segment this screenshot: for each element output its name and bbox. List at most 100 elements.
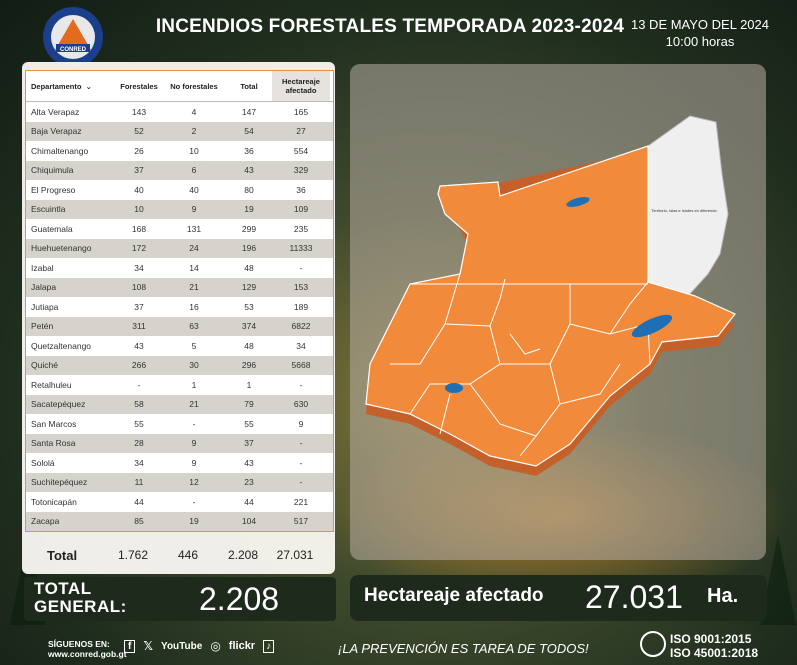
cell-departamento: Alta Verapaz bbox=[31, 106, 80, 117]
sort-icon[interactable]: ⌄ bbox=[85, 81, 92, 91]
cell-departamento: El Progreso bbox=[31, 184, 76, 195]
departments-table: Departamento ⌄ Forestales No forestales … bbox=[25, 70, 334, 532]
cell-departamento: Jalapa bbox=[31, 282, 57, 293]
cell-forestales: 311 bbox=[132, 321, 146, 332]
cell-forestales: 11 bbox=[134, 477, 144, 488]
header-forestales: Forestales bbox=[120, 81, 158, 91]
cell-no-forestales: - bbox=[192, 418, 196, 429]
cell-departamento: San Marcos bbox=[31, 418, 77, 429]
instagram-icon[interactable]: ◎ bbox=[210, 639, 221, 653]
website-link[interactable]: www.conred.gob.gt bbox=[48, 649, 127, 659]
cell-total: 36 bbox=[244, 145, 254, 156]
cell-hectareaje: 34 bbox=[296, 340, 306, 351]
cell-departamento: Santa Rosa bbox=[31, 438, 76, 449]
youtube-icon[interactable]: YouTube bbox=[161, 640, 203, 652]
cell-hectareaje: - bbox=[299, 438, 303, 449]
cell-departamento: Totonicapán bbox=[31, 496, 77, 507]
cell-total: 147 bbox=[241, 106, 257, 117]
cell-hectareaje: 27 bbox=[296, 126, 306, 137]
table-row: Quiché 266 30 296 5668 bbox=[26, 355, 333, 375]
cell-forestales: - bbox=[137, 379, 141, 390]
social-links: f 𝕏 YouTube ◎ flickr ♪ bbox=[124, 639, 275, 653]
table-row: Huehuetenango 172 24 196 11333 bbox=[26, 238, 333, 258]
cell-no-forestales: 1 bbox=[191, 379, 197, 390]
total-general-box: TOTAL GENERAL: 2.208 bbox=[24, 577, 336, 621]
cell-no-forestales: 21 bbox=[189, 282, 199, 293]
facebook-icon[interactable]: f bbox=[124, 639, 136, 653]
cell-forestales: 143 bbox=[131, 106, 147, 117]
cell-no-forestales: - bbox=[192, 496, 196, 507]
table-row: Jalapa 108 21 129 153 bbox=[26, 277, 333, 297]
cell-hectareaje: 221 bbox=[293, 496, 309, 507]
cell-hectareaje: 153 bbox=[293, 282, 309, 293]
cell-departamento: Izabal bbox=[31, 262, 54, 273]
cell-no-forestales: 6 bbox=[191, 165, 197, 176]
cell-hectareaje: 9 bbox=[298, 418, 304, 429]
cell-departamento: Baja Verapaz bbox=[31, 126, 82, 137]
cell-departamento: Zacapa bbox=[31, 516, 60, 527]
table-total-row: Total 1.762 446 2.208 27.031 bbox=[25, 544, 332, 566]
cell-forestales: 52 bbox=[134, 126, 144, 137]
cell-hectareaje: 554 bbox=[293, 145, 309, 156]
hectareaje-value: 27.031 bbox=[585, 579, 683, 615]
hectareaje-label: Hectareaje afectado bbox=[364, 585, 544, 606]
flickr-icon[interactable]: flickr bbox=[228, 640, 256, 652]
department-borders bbox=[390, 273, 651, 457]
cell-hectareaje: 189 bbox=[293, 301, 309, 312]
cell-forestales: 37 bbox=[134, 165, 144, 176]
cell-forestales: 34 bbox=[134, 262, 144, 273]
cell-departamento: Chimaltenango bbox=[31, 145, 89, 156]
cell-hectareaje: - bbox=[299, 477, 303, 488]
table-header: Departamento ⌄ Forestales No forestales … bbox=[26, 71, 333, 102]
belize-area bbox=[647, 115, 729, 297]
cell-no-forestales: 10 bbox=[189, 145, 199, 156]
total-forestales: 1.762 bbox=[117, 548, 149, 562]
cell-no-forestales: 5 bbox=[191, 340, 197, 351]
cell-total: 296 bbox=[241, 360, 257, 371]
cell-forestales: 58 bbox=[134, 399, 144, 410]
header-departamento[interactable]: Departamento ⌄ bbox=[31, 81, 92, 91]
table-row: Jutiapa 37 16 53 189 bbox=[26, 297, 333, 317]
lake-atitlan bbox=[445, 383, 463, 393]
cell-total: 374 bbox=[241, 321, 257, 332]
cell-no-forestales: 4 bbox=[191, 106, 197, 117]
cell-total: 1 bbox=[246, 379, 252, 390]
cell-total: 55 bbox=[244, 418, 254, 429]
table-row: Zacapa 85 19 104 517 bbox=[26, 511, 333, 531]
cell-hectareaje: 165 bbox=[293, 106, 309, 117]
cell-no-forestales: 14 bbox=[189, 262, 199, 273]
cell-total: 129 bbox=[241, 282, 257, 293]
header-total: Total bbox=[240, 81, 258, 91]
cell-departamento: Petén bbox=[31, 321, 54, 332]
cell-forestales: 172 bbox=[131, 243, 147, 254]
cell-total: 104 bbox=[241, 516, 257, 527]
cell-no-forestales: 131 bbox=[186, 223, 202, 234]
lake-peten-itza bbox=[566, 197, 590, 207]
conred-logo: CONRED bbox=[43, 7, 103, 67]
cell-total: 37 bbox=[244, 438, 254, 449]
cell-forestales: 85 bbox=[134, 516, 144, 527]
cell-no-forestales: 9 bbox=[191, 457, 197, 468]
x-icon[interactable]: 𝕏 bbox=[143, 639, 154, 653]
cell-no-forestales: 21 bbox=[189, 399, 199, 410]
cell-no-forestales: 24 bbox=[189, 243, 199, 254]
cell-hectareaje: 235 bbox=[293, 223, 309, 234]
slogan: ¡LA PREVENCIÓN ES TAREA DE TODOS! bbox=[338, 641, 589, 656]
table-row: Escuintla 10 9 19 109 bbox=[26, 199, 333, 219]
cell-total: 43 bbox=[244, 457, 254, 468]
table-row: Quetzaltenango 43 5 48 34 bbox=[26, 336, 333, 356]
cell-forestales: 108 bbox=[131, 282, 147, 293]
cell-forestales: 37 bbox=[134, 301, 144, 312]
tiktok-icon[interactable]: ♪ bbox=[263, 639, 275, 653]
header-hectareaje: Hectareaje afectado bbox=[272, 71, 330, 101]
follow-us: SÍGUENOS EN: www.conred.gob.gt bbox=[48, 639, 127, 659]
logo-text: CONRED bbox=[60, 47, 87, 53]
cell-total: 54 bbox=[244, 126, 254, 137]
table-row: Totonicapán 44 - 44 221 bbox=[26, 492, 333, 512]
total-label: Total bbox=[47, 547, 78, 563]
table-row: Baja Verapaz 52 2 54 27 bbox=[26, 121, 333, 141]
iso-certifications: ISO 9001:2015 ISO 45001:2018 bbox=[670, 632, 759, 660]
cell-forestales: 44 bbox=[134, 496, 144, 507]
cell-hectareaje: 329 bbox=[293, 165, 309, 176]
header-no-forestales: No forestales bbox=[170, 81, 218, 91]
